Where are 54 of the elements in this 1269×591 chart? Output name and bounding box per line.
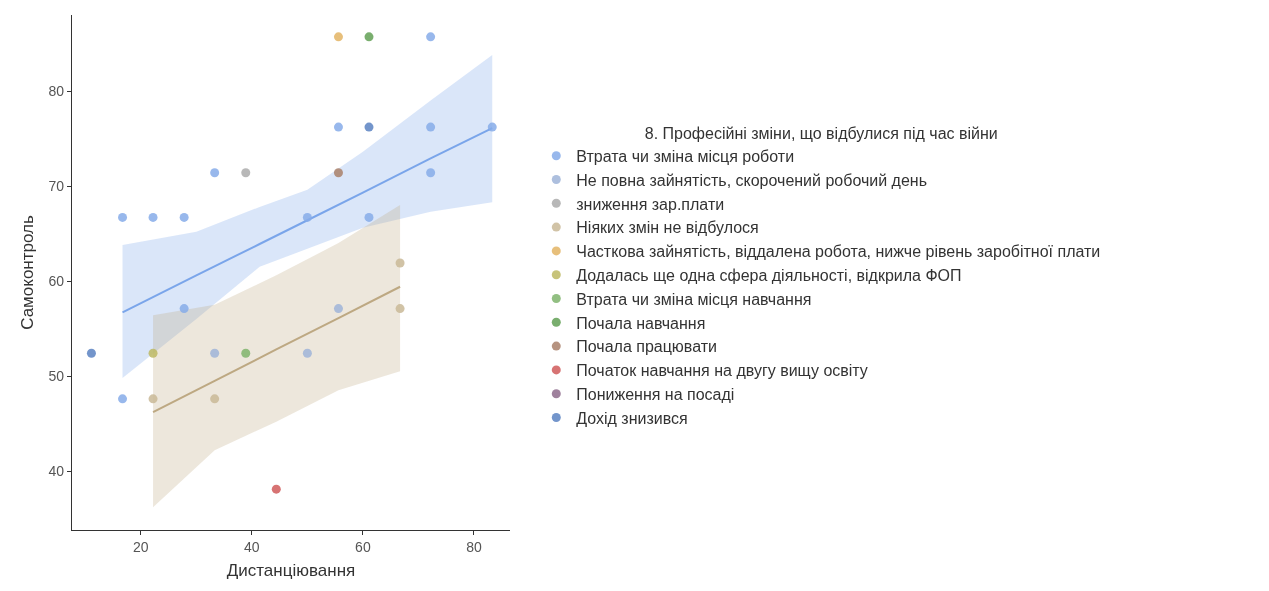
y-tick-label: 80 [48,82,65,99]
point [86,348,96,358]
x-axis-title: Дистанціювання [226,561,356,581]
point [333,304,343,314]
x-tick-label: 40 [244,538,260,555]
point [487,122,497,132]
y-tick-label: 70 [48,177,65,194]
point [426,168,436,178]
point [148,212,158,222]
point [302,348,312,358]
point [179,304,189,314]
point [179,212,189,222]
point [364,122,374,132]
point [364,32,374,42]
point [333,168,343,178]
point [333,122,343,132]
point [241,348,251,358]
legend-label: Не повна зайнятість, скорочений робочий день [576,171,928,189]
line-series [152,285,402,414]
y-axis-title: Самоконтроль [18,215,38,330]
x-tick-label: 20 [133,538,149,555]
legend-title: 8. Професійні зміни, що відбулися під час війни [644,124,998,142]
point [395,304,405,314]
point [210,394,220,404]
legend-label: Початок навчання на двугу вищу освіту [576,362,868,380]
x-tick-label: 80 [466,538,482,555]
point [271,484,281,494]
point [118,212,128,222]
y-tick-label: 50 [48,367,65,384]
point [241,168,251,178]
point [426,32,436,42]
point [148,394,158,404]
point [210,168,220,178]
point [118,394,128,404]
legend-label: Втрата чи зміна місця роботи [576,147,795,165]
point [302,212,312,222]
legend-label: Почала навчання [576,314,706,332]
legend-label: Почала працювати [576,338,717,356]
y-tick-label: 40 [48,462,65,479]
point [395,258,405,268]
y-tick-label: 60 [48,272,65,289]
point [210,348,220,358]
legend-label: Пониження на посаді [576,385,735,403]
point [364,212,374,222]
point [148,348,158,358]
x-tick-label: 60 [355,538,371,555]
legend-label: Часткова зайнятість, віддалена робота, нижче рівень заробітної плати [576,243,1101,261]
legend-label: Втрата чи зміна місця навчання [576,290,812,308]
legend-label: Дохід знизився [576,409,688,427]
point [333,32,343,42]
point [426,122,436,132]
legend-label: Додалась ще одна сфера діяльності, відкрила ФОП [576,266,962,284]
legend-label: зниження зар.плати [576,195,725,213]
legend-label: Ніяких змін не відбулося [576,219,759,237]
